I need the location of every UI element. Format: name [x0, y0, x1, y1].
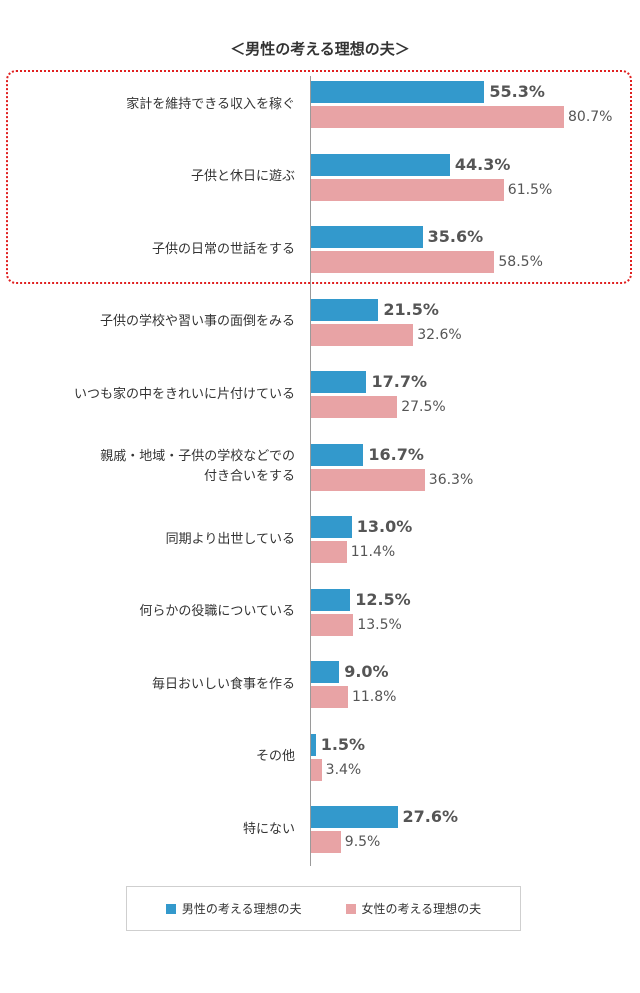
bar-male [311, 443, 364, 466]
value-label-male: 44.3% [454, 154, 511, 174]
value-label-female: 13.5% [357, 616, 402, 633]
value-label-male: 1.5% [320, 734, 366, 754]
bar-male [311, 371, 367, 393]
bar-female [311, 251, 495, 273]
value-label-male: 27.6% [402, 807, 459, 826]
bar-female [311, 323, 414, 346]
legend-item-male: 男性の考える理想の夫 [165, 900, 302, 917]
value-label-male: 35.6% [427, 227, 484, 246]
bar-male [311, 226, 423, 248]
category-label: 子供の学校や習い事の面倒をみる [99, 314, 295, 329]
bar-female [311, 758, 322, 781]
chart-title: ＜男性の考える理想の夫＞ [230, 40, 410, 58]
legend-label-male: 男性の考える理想の夫 [181, 902, 302, 916]
legend-swatch-female [345, 903, 356, 914]
bar-female [311, 106, 564, 128]
bar-male [311, 153, 450, 176]
bar-male [311, 806, 398, 828]
bar-female [311, 178, 504, 201]
category-label: 毎日おいしい食事を作る [151, 676, 295, 692]
bar-male [311, 81, 485, 103]
bar-male [311, 298, 379, 321]
value-label-female: 36.3% [428, 471, 474, 488]
value-label-female: 9.5% [344, 834, 381, 850]
value-label-male: 16.7% [368, 444, 424, 464]
value-label-female: 11.8% [351, 689, 397, 705]
bar-female [311, 613, 354, 636]
value-label-female: 32.6% [417, 326, 462, 343]
value-label-female: 3.4% [325, 761, 362, 778]
category-label: 家計を維持できる収入を稼ぐ [126, 96, 295, 112]
value-label-male: 55.3% [489, 82, 545, 101]
value-label-male: 21.5% [383, 299, 439, 319]
bar-female [311, 686, 348, 708]
category-label: 何らかの役職についている [139, 604, 295, 619]
legend: 男性の考える理想の夫 女性の考える理想の夫 [126, 886, 521, 931]
value-label-female: 80.7% [568, 109, 613, 125]
bar-male [311, 661, 340, 683]
category-label: いつも家の中をきれいに片付けている [73, 386, 295, 402]
bar-female [311, 468, 425, 491]
legend-item-female: 女性の考える理想の夫 [345, 900, 482, 917]
highlight-box [6, 70, 632, 284]
value-label-female: 58.5% [498, 254, 543, 270]
category-label: その他 [255, 749, 295, 764]
value-label-male: 12.5% [355, 589, 411, 609]
legend-label-female: 女性の考える理想の夫 [361, 902, 482, 916]
category-axis-line [310, 76, 311, 866]
bar-male [311, 516, 352, 538]
value-label-female: 27.5% [401, 399, 446, 415]
category-label: 特にない [242, 821, 295, 837]
value-label-male: 17.7% [371, 372, 427, 391]
bar-male [311, 588, 351, 611]
category-label: 子供と休日に遊ぶ [190, 169, 295, 184]
bar-female [311, 541, 347, 563]
bar-female [311, 396, 398, 418]
legend-swatch-male [165, 903, 176, 914]
value-label-female: 11.4% [350, 544, 396, 560]
category-label: 同期より出世している [165, 531, 295, 547]
bar-male [311, 733, 316, 756]
value-label-male: 13.0% [356, 517, 413, 536]
category-label: 親戚・地域・子供の学校などでの 付き合いをする [100, 449, 295, 484]
bar-female [311, 831, 341, 853]
category-label: 子供の日常の世話をする [151, 241, 295, 257]
value-label-male: 9.0% [344, 662, 389, 681]
value-label-female: 61.5% [507, 181, 553, 198]
